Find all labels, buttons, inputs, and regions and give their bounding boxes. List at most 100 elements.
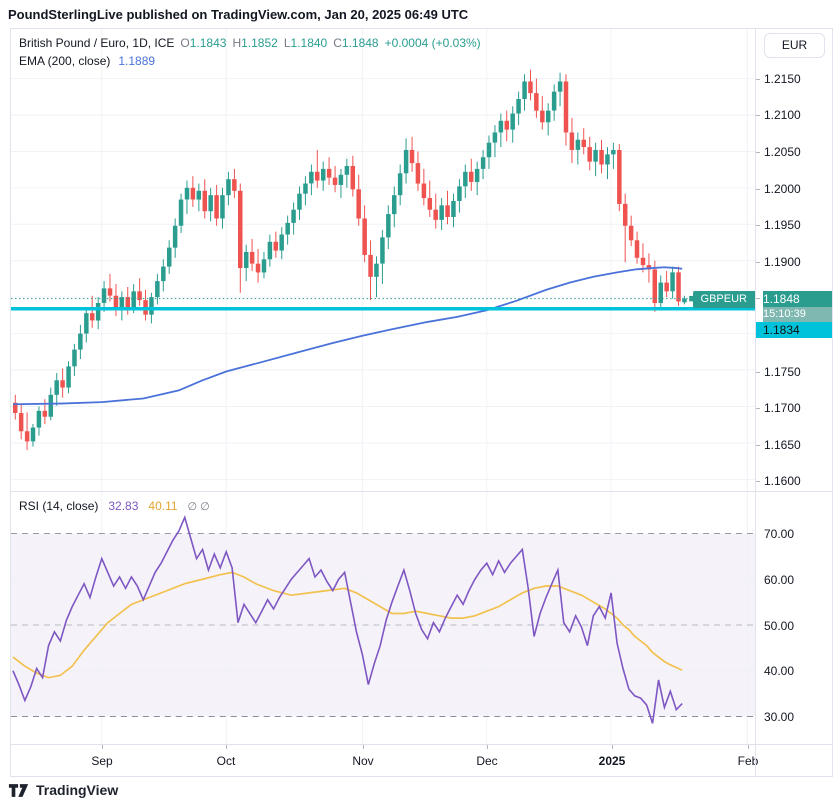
candle[interactable]	[113, 284, 119, 317]
candle[interactable]	[36, 406, 42, 436]
candle[interactable]	[622, 193, 628, 263]
candle[interactable]	[78, 324, 83, 360]
candle[interactable]	[421, 168, 427, 206]
candle[interactable]	[12, 394, 18, 420]
candle[interactable]	[682, 295, 687, 305]
candle[interactable]	[611, 142, 616, 169]
price-pane[interactable]: British Pound / Euro, 1D, ICE O1.1843 H1.1…	[11, 29, 755, 491]
candle[interactable]	[237, 183, 243, 293]
candle[interactable]	[320, 161, 326, 191]
candle[interactable]	[220, 187, 225, 229]
candle[interactable]	[291, 202, 296, 235]
candle[interactable]	[397, 164, 403, 206]
candle[interactable]	[208, 187, 213, 222]
candle[interactable]	[587, 136, 592, 171]
candle[interactable]	[196, 183, 202, 212]
candle[interactable]	[368, 240, 373, 301]
candle[interactable]	[344, 158, 350, 188]
candle[interactable]	[54, 372, 59, 406]
candle[interactable]	[84, 307, 89, 343]
candle[interactable]	[599, 139, 604, 174]
candle[interactable]	[516, 91, 521, 126]
candle[interactable]	[593, 142, 598, 177]
candle[interactable]	[380, 230, 385, 285]
candle[interactable]	[24, 412, 30, 451]
candle[interactable]	[386, 205, 391, 250]
candle[interactable]	[504, 110, 510, 142]
candle[interactable]	[137, 278, 142, 306]
candle[interactable]	[155, 273, 160, 305]
candle[interactable]	[486, 135, 492, 169]
tradingview-logo-icon[interactable]	[8, 783, 30, 798]
candle[interactable]	[551, 84, 557, 121]
candle[interactable]	[474, 161, 480, 196]
candle[interactable]	[658, 275, 664, 308]
candle[interactable]	[634, 231, 640, 264]
candle[interactable]	[534, 78, 539, 118]
candle[interactable]	[338, 168, 344, 199]
candle[interactable]	[297, 186, 302, 220]
candle[interactable]	[285, 215, 290, 245]
candle[interactable]	[480, 149, 486, 180]
ema-line[interactable]	[12, 266, 683, 406]
candle[interactable]	[261, 251, 267, 279]
candle[interactable]	[510, 106, 515, 143]
candle[interactable]	[374, 256, 379, 298]
price-chart[interactable]	[11, 29, 755, 491]
candle[interactable]	[439, 198, 444, 231]
candle[interactable]	[214, 184, 219, 226]
candle[interactable]	[457, 179, 462, 213]
candle[interactable]	[279, 227, 284, 260]
candle[interactable]	[498, 113, 504, 148]
rsi-axis[interactable]: 70.00 60.00 50.00 40.00 30.00	[755, 491, 832, 744]
candle[interactable]	[451, 193, 456, 228]
rsi-line[interactable]	[12, 515, 683, 724]
price-line-symbol-label[interactable]: GBPEUR	[692, 291, 755, 308]
candle[interactable]	[72, 343, 77, 376]
candle[interactable]	[492, 125, 498, 158]
candle[interactable]	[545, 103, 551, 136]
candle[interactable]	[522, 74, 527, 111]
candle[interactable]	[362, 205, 367, 263]
candle[interactable]	[350, 155, 356, 197]
candle[interactable]	[202, 179, 208, 219]
candle[interactable]	[664, 270, 669, 298]
rsi-pane[interactable]: RSI (14, close) 32.83 40.11 ∅ ∅	[11, 491, 755, 744]
candle[interactable]	[30, 423, 36, 447]
candle[interactable]	[557, 72, 563, 107]
price-source-marker[interactable]	[689, 295, 695, 302]
tradingview-brand[interactable]: TradingView	[36, 782, 119, 798]
candle[interactable]	[143, 289, 148, 321]
candle[interactable]	[409, 136, 415, 172]
candle[interactable]	[605, 147, 610, 180]
candle[interactable]	[670, 266, 675, 299]
candle[interactable]	[232, 168, 237, 199]
candle[interactable]	[575, 132, 581, 165]
candle[interactable]	[107, 273, 113, 302]
candle[interactable]	[463, 164, 468, 199]
candle[interactable]	[528, 69, 533, 101]
candle[interactable]	[581, 128, 587, 155]
candle[interactable]	[314, 149, 320, 188]
price-axis[interactable]: EUR 1.2150 1.2100 1.2050 1.2000 1.1950 1.1900…	[755, 29, 832, 491]
candle[interactable]	[326, 157, 332, 185]
last-price-badge[interactable]: 1.1848 15:10:39	[756, 291, 832, 322]
candle[interactable]	[18, 404, 24, 440]
candle[interactable]	[172, 218, 178, 258]
candle[interactable]	[95, 297, 101, 330]
candle[interactable]	[563, 74, 569, 146]
candle[interactable]	[652, 260, 658, 312]
candle[interactable]	[60, 368, 65, 398]
candle[interactable]	[332, 166, 338, 193]
candle[interactable]	[161, 259, 166, 292]
candle[interactable]	[403, 138, 409, 184]
candle[interactable]	[303, 176, 308, 206]
candle[interactable]	[427, 180, 433, 217]
time-axis[interactable]: Sep Oct Nov Dec 2025 Feb	[11, 744, 832, 776]
candle[interactable]	[356, 174, 361, 226]
candle[interactable]	[184, 180, 190, 215]
candle[interactable]	[309, 164, 314, 196]
candle[interactable]	[468, 158, 474, 191]
rsi-chart[interactable]	[11, 492, 755, 744]
candle[interactable]	[391, 186, 397, 228]
